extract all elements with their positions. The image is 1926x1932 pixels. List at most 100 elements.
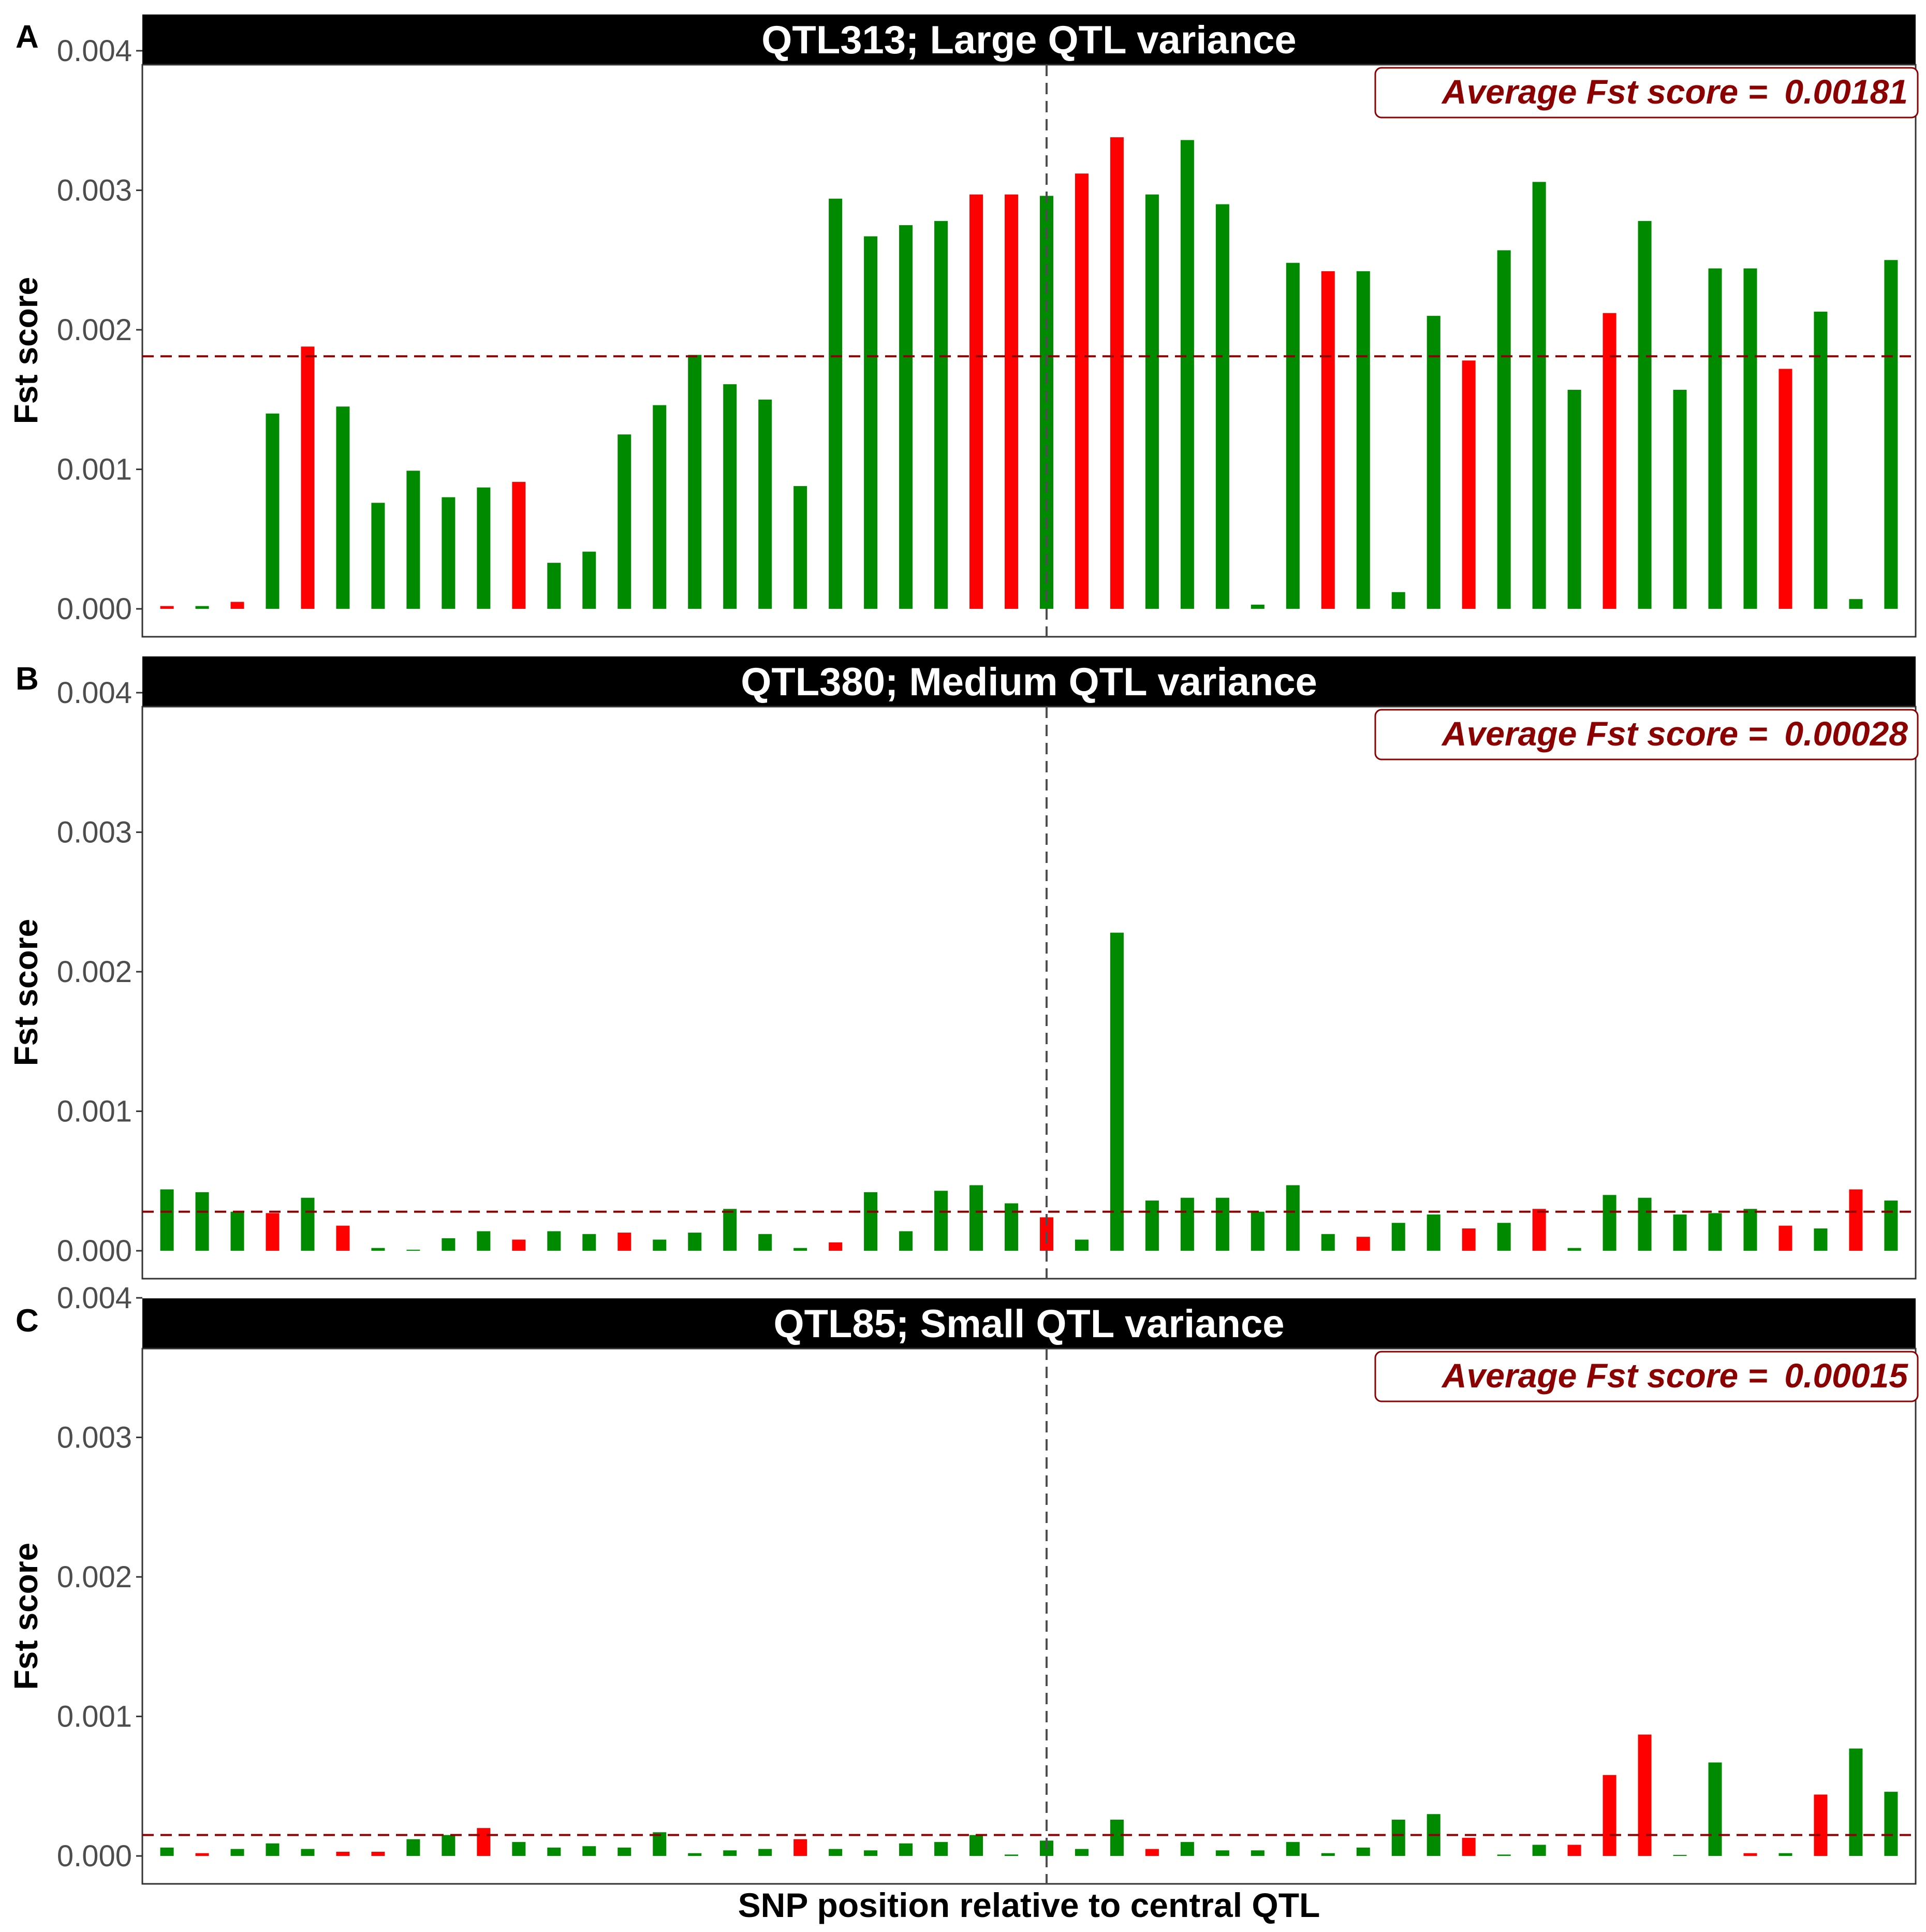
panel-c-strip xyxy=(142,1298,1916,1349)
panel-a-bar-3 xyxy=(230,602,244,609)
panel-c-bar-34 xyxy=(1321,1853,1335,1856)
panel-a-bar-6 xyxy=(336,406,350,609)
panel-b-bar-35 xyxy=(1356,1237,1370,1251)
panel-c-bar-45 xyxy=(1708,1762,1722,1856)
panel-c-bar-40 xyxy=(1532,1845,1546,1856)
panel-c-bar-39 xyxy=(1497,1854,1511,1856)
panel-a-bar-23 xyxy=(934,221,948,609)
panel-a-bar-19 xyxy=(793,486,807,609)
panel-c-bar-3 xyxy=(230,1849,244,1856)
panel-a-bar-37 xyxy=(1427,316,1440,609)
panel-c-bar-23 xyxy=(934,1842,948,1856)
panel-b-bar-21 xyxy=(864,1192,878,1251)
panel-letter-a: A xyxy=(16,19,39,55)
panel-b-y-tick-label: 0.004 xyxy=(57,676,132,710)
panel-b-bar-6 xyxy=(336,1225,350,1251)
panel-a-bar-18 xyxy=(758,399,772,609)
panel-b-average-annotation: Average Fst score = 0.00028 xyxy=(1441,714,1908,753)
panel-b-bar-11 xyxy=(512,1239,526,1251)
panel-b-bar-9 xyxy=(442,1238,455,1251)
panel-b-y-tick-label: 0.000 xyxy=(57,1234,132,1268)
panel-b-bar-39 xyxy=(1497,1223,1511,1251)
panel-a-bar-16 xyxy=(688,355,702,609)
panel-b-bar-17 xyxy=(723,1209,737,1251)
panel-a-bar-11 xyxy=(512,481,526,609)
panel-c-y-tick-label: 0.003 xyxy=(57,1421,132,1455)
panel-b-y-tick-label: 0.003 xyxy=(57,816,132,850)
panel-b-bar-49 xyxy=(1849,1189,1863,1251)
panel-a-bar-7 xyxy=(371,503,385,609)
panel-c-bar-49 xyxy=(1849,1748,1863,1856)
panel-c-bar-29 xyxy=(1145,1849,1159,1856)
panel-b-bar-27 xyxy=(1075,1239,1089,1251)
panel-a-bar-17 xyxy=(723,384,737,609)
panel-a-bar-28 xyxy=(1110,137,1124,609)
panel-b-bar-1 xyxy=(160,1189,174,1251)
panel-b-bar-38 xyxy=(1462,1228,1476,1251)
panel-c-bar-44 xyxy=(1673,1855,1687,1856)
panel-b-average-prefix: Average Fst score = xyxy=(1441,714,1777,753)
panel-c-bar-6 xyxy=(336,1852,350,1856)
panel-b-y-tick-label: 0.002 xyxy=(57,955,132,989)
panel-c-bar-27 xyxy=(1075,1849,1089,1856)
panel-a: A QTL313; Large QTL variance 0.0000.0010… xyxy=(7,14,1919,638)
panel-a-bar-24 xyxy=(969,194,983,609)
panel-c-bar-16 xyxy=(688,1853,702,1856)
panel-b-bar-32 xyxy=(1251,1211,1265,1251)
panel-a-plot-border xyxy=(141,64,1917,638)
panel-a-bar-39 xyxy=(1497,250,1511,609)
panel-b-bar-3 xyxy=(230,1211,244,1251)
panel-c-bar-4 xyxy=(266,1843,280,1856)
panel-c-bar-22 xyxy=(899,1843,913,1856)
panel-c-bar-38 xyxy=(1462,1838,1476,1856)
panel-b-bar-37 xyxy=(1427,1214,1440,1251)
panel-b-bar-41 xyxy=(1567,1248,1581,1251)
panel-c-content: 0.000 0.001 0.002 0.003 0.004 xyxy=(57,1281,1916,1884)
panel-c-title: QTL85; Small QTL variance xyxy=(774,1302,1285,1346)
panel-a-bar-5 xyxy=(301,346,315,609)
panel-c-bar-48 xyxy=(1814,1794,1828,1856)
panel-b-bar-30 xyxy=(1180,1197,1194,1251)
panel-a-bar-31 xyxy=(1215,204,1229,609)
panel-a-bar-14 xyxy=(618,434,631,609)
panel-c-bar-42 xyxy=(1602,1775,1616,1856)
panel-b-bar-34 xyxy=(1321,1234,1335,1251)
panel-a-bar-20 xyxy=(829,198,843,609)
panel-b-bar-23 xyxy=(934,1191,948,1251)
panel-c-bar-41 xyxy=(1567,1845,1581,1856)
panel-b-average-box xyxy=(1374,709,1919,760)
panel-a-bar-10 xyxy=(477,487,491,609)
panel-c-bar-46 xyxy=(1743,1853,1757,1856)
panel-c-bar-8 xyxy=(406,1839,420,1856)
panel-a-bar-4 xyxy=(266,413,280,609)
panel-c-plot-border xyxy=(141,1348,1917,1885)
panel-b-bar-10 xyxy=(477,1231,491,1251)
panel-c-bar-17 xyxy=(723,1850,737,1856)
panel-b-bar-28 xyxy=(1110,932,1124,1251)
panel-c-bar-5 xyxy=(301,1849,315,1856)
panel-a-y-tick-label: 0.002 xyxy=(57,313,132,347)
panel-b-title: QTL380; Medium QTL variance xyxy=(741,660,1317,704)
panel-b-bar-50 xyxy=(1884,1201,1898,1251)
panel-b-bar-18 xyxy=(758,1234,772,1251)
panel-a-average-annotation: Average Fst score = 0.00181 xyxy=(1441,72,1908,111)
panel-b: B QTL380; Medium QTL variance 0.000 0.001… xyxy=(7,656,1919,1280)
panel-b-bar-43 xyxy=(1638,1197,1652,1251)
panel-b-bar-16 xyxy=(688,1233,702,1251)
panel-a-bar-42 xyxy=(1602,313,1616,609)
panel-b-bar-45 xyxy=(1708,1213,1722,1251)
panel-b-bar-4 xyxy=(266,1213,280,1251)
panel-c-y-axis-label: Fst score xyxy=(7,1543,45,1690)
panel-c-bar-32 xyxy=(1251,1850,1265,1856)
panel-b-plot-border xyxy=(141,706,1917,1280)
panel-c-bar-20 xyxy=(829,1849,843,1856)
panel-c-bar-30 xyxy=(1180,1842,1194,1856)
panel-c-bar-19 xyxy=(793,1839,807,1856)
panel-a-bar-32 xyxy=(1251,605,1265,609)
panel-b-bar-22 xyxy=(899,1231,913,1251)
panel-b-bar-25 xyxy=(1005,1203,1019,1251)
panel-a-average-prefix: Average Fst score = xyxy=(1441,72,1777,111)
panel-a-average-value: 0.00181 xyxy=(1784,72,1908,111)
panel-c-bar-21 xyxy=(864,1850,878,1856)
panel-b-bar-2 xyxy=(195,1192,209,1251)
